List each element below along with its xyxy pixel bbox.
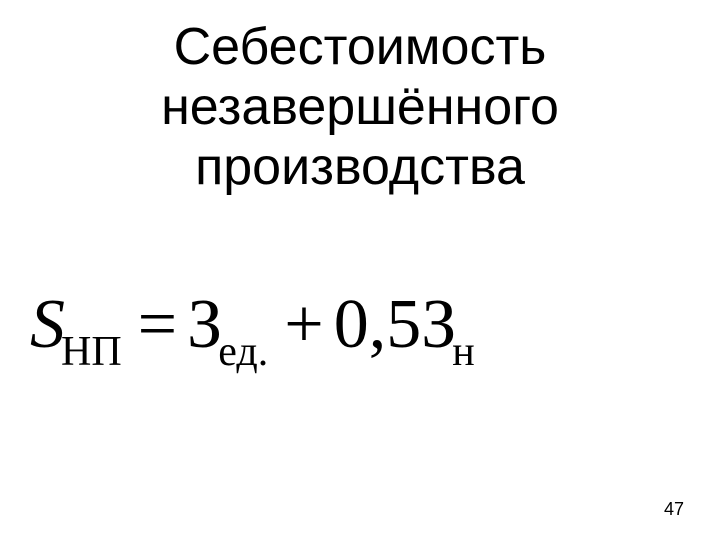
formula-term1-Z: З [187,285,222,365]
title-line-3: производства [0,138,720,198]
formula-equals: = [138,285,177,365]
formula-subscript-NP: НП [61,328,122,376]
title-line-1: Себестоимость [0,18,720,78]
formula-plus: + [284,285,323,365]
formula-subscript-n: н [452,328,474,376]
formula-subscript-ed: ед. [218,328,268,376]
slide-title: Себестоимость незавершённого производств… [0,0,720,197]
page-number: 47 [664,499,684,520]
title-line-2: незавершённого [0,78,720,138]
formula-term2-Z: З [421,285,456,365]
formula: SНП=Зед.+0,5Зн [30,285,475,365]
formula-coeff: 0,5 [334,285,422,365]
formula-variable-S: S [30,285,65,365]
